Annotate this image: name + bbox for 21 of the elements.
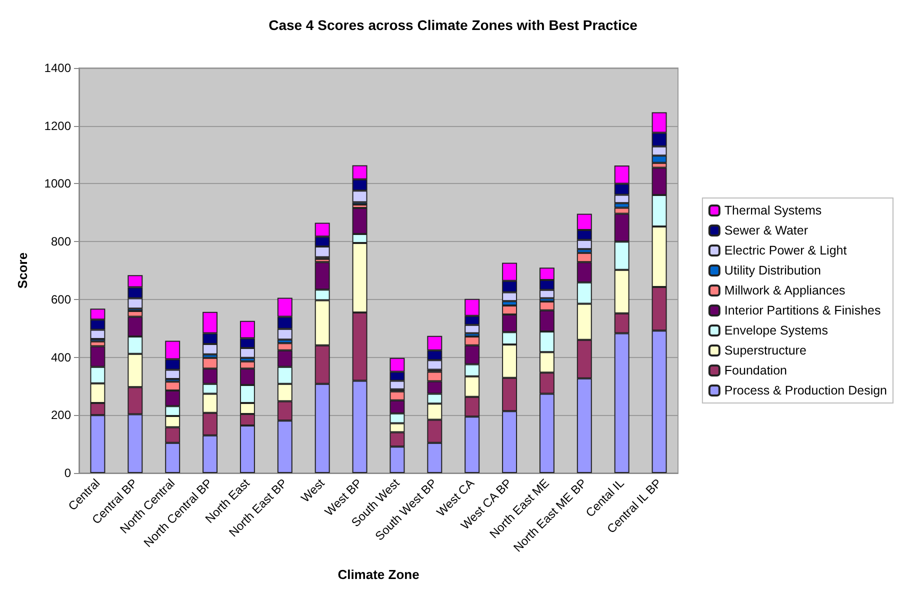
y-tick-label: 1000 xyxy=(44,176,72,191)
legend-label: Utility Distribution xyxy=(724,264,822,278)
legend-label: Millwork & Appliances xyxy=(724,284,846,298)
legend-label: Superstructure xyxy=(724,344,806,358)
legend-label: Sewer & Water xyxy=(724,224,808,238)
y-tick-label: 1200 xyxy=(44,118,72,133)
legend-label: Thermal Systems xyxy=(724,204,822,218)
y-tick-label: 1400 xyxy=(44,61,72,75)
legend-label: Process & Production Design xyxy=(724,384,888,398)
legend-label: Foundation xyxy=(724,364,788,378)
chart-title: Case 4 Scores across Climate Zones with Best Practice xyxy=(268,17,638,33)
y-axis-title: Score xyxy=(15,252,30,289)
y-tick-label: 400 xyxy=(50,350,72,364)
y-tick-label: 0 xyxy=(64,466,72,480)
y-tick-label: 800 xyxy=(50,234,72,249)
legend-label: Interior Partitions & Finishes xyxy=(724,304,881,318)
legend-label: Electric Power & Light xyxy=(724,244,848,258)
x-axis-title: Climate Zone xyxy=(338,567,420,582)
y-tick-label: 600 xyxy=(50,292,72,306)
y-tick-label: 200 xyxy=(50,408,72,422)
legend-label: Envelope Systems xyxy=(724,324,828,338)
